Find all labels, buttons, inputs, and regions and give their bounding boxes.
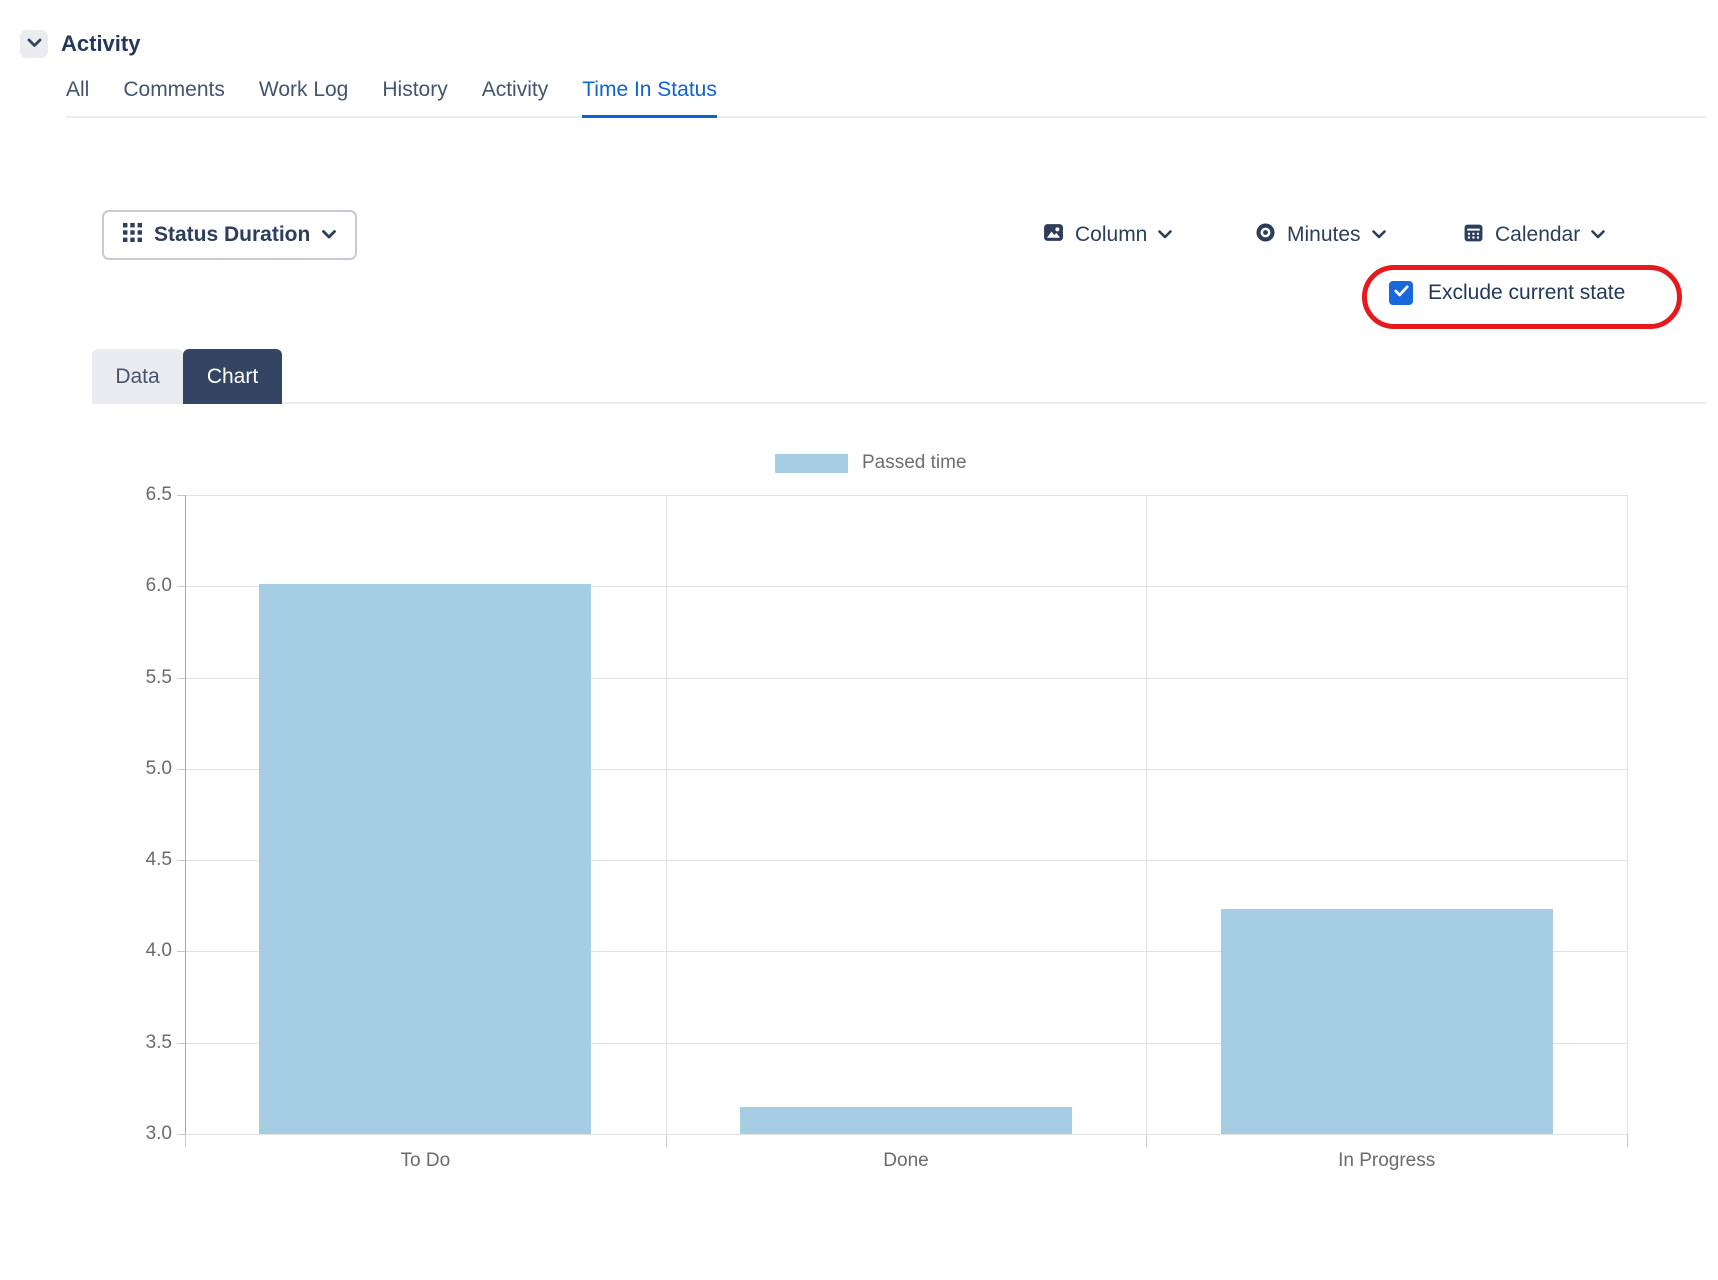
chevron-down-icon (322, 226, 337, 244)
y-axis-label-4.5: 4.5 (145, 849, 172, 871)
view-tab-chart[interactable]: Chart (183, 349, 282, 404)
xtick-1 (665, 1134, 667, 1147)
category-separator-1 (665, 495, 667, 1134)
calendar-icon (1463, 222, 1484, 248)
y-axis-label-6.5: 6.5 (145, 484, 172, 505)
x-axis-label-in-progress: In Progress (1338, 1150, 1436, 1171)
gridline-3.0 (185, 1134, 1627, 1135)
ytick-5.0 (177, 768, 185, 770)
calendar-dropdown[interactable]: Calendar (1463, 212, 1606, 258)
minutes-label: Minutes (1287, 223, 1361, 246)
view-tab-data[interactable]: Data (92, 349, 183, 404)
check-icon (1393, 284, 1409, 302)
chevron-down-icon (27, 35, 42, 53)
ytick-4.0 (177, 951, 185, 953)
y-axis-label-3.0: 3.0 (145, 1123, 172, 1144)
image-icon (1043, 222, 1064, 248)
chevron-down-icon (1591, 226, 1606, 244)
y-axis-label-4.0: 4.0 (145, 940, 172, 962)
ytick-6.0 (177, 586, 185, 588)
y-axis-label-5.0: 5.0 (145, 757, 172, 779)
y-axis-label-6.0: 6.0 (145, 575, 172, 597)
xtick-2 (1146, 1134, 1148, 1147)
bar-in-progress[interactable] (1220, 909, 1553, 1134)
exclude-current-state-label: Exclude current state (1428, 281, 1626, 304)
tab-history[interactable]: History (382, 78, 448, 101)
chevron-down-icon (1371, 226, 1386, 244)
status-duration-dropdown[interactable]: Status Duration (102, 210, 358, 260)
gridline-6.5 (185, 495, 1627, 496)
collapse-section-button[interactable] (20, 30, 48, 58)
category-separator-2 (1146, 495, 1148, 1134)
bar-to-do[interactable] (259, 584, 592, 1134)
section-title: Activity (61, 31, 141, 56)
legend-swatch (775, 453, 848, 473)
ytick-6.5 (177, 495, 185, 496)
activity-section-header: Activity (20, 30, 140, 58)
x-axis-label-to-do: To Do (400, 1150, 451, 1171)
tab-comments[interactable]: Comments (123, 78, 225, 101)
calendar-label: Calendar (1495, 223, 1581, 246)
ytick-4.5 (177, 860, 185, 862)
minutes-dropdown[interactable]: Minutes (1255, 212, 1386, 258)
y-axis-label-5.5: 5.5 (145, 666, 172, 688)
ytick-5.5 (177, 677, 185, 679)
x-axis-label-done: Done (883, 1150, 929, 1171)
tab-work-log[interactable]: Work Log (258, 78, 349, 101)
column-dropdown[interactable]: Column (1043, 212, 1173, 258)
bar-done[interactable] (740, 1106, 1072, 1134)
xtick-3 (1627, 1134, 1628, 1147)
legend-item-passed-time[interactable]: Passed time (775, 452, 967, 474)
view-switch: Data Chart (92, 349, 282, 404)
ytick-3.5 (177, 1042, 185, 1044)
grid-icon (123, 223, 142, 247)
status-duration-label: Status Duration (154, 223, 311, 246)
xtick-0 (185, 1134, 186, 1147)
view-switch-divider (92, 402, 1706, 404)
column-label: Column (1075, 223, 1148, 246)
legend-label: Passed time (862, 452, 967, 473)
activity-tab-bar: All Comments Work Log History Activity Time I… (66, 78, 1706, 118)
tab-activity[interactable]: Activity (481, 78, 549, 101)
exclude-current-state-checkbox[interactable] (1389, 281, 1413, 305)
y-axis-line (185, 495, 186, 1147)
eye-icon (1255, 222, 1276, 248)
y-axis-label-3.5: 3.5 (145, 1031, 172, 1053)
chevron-down-icon (1158, 226, 1173, 244)
tab-all[interactable]: All (66, 78, 90, 101)
category-separator-3 (1627, 495, 1628, 1134)
exclude-current-state-row: Exclude current state (1389, 281, 1625, 305)
tab-time-in-status[interactable]: Time In Status (582, 78, 717, 118)
ytick-3.0 (177, 1134, 185, 1135)
